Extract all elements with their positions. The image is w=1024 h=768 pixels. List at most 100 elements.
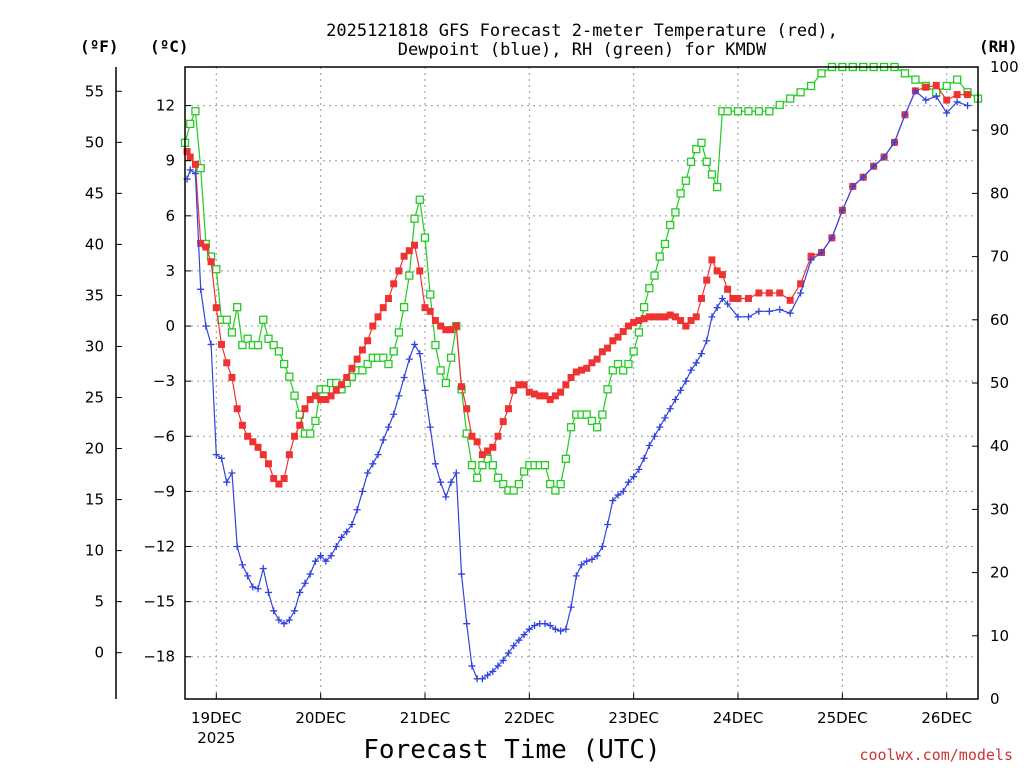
temperature-point: [609, 337, 617, 345]
dewpoint-point: [233, 543, 241, 551]
rh-point: [227, 328, 237, 337]
dewpoint-point: [332, 543, 340, 551]
dewpoint-point: [614, 491, 622, 499]
rh-point: [420, 233, 430, 242]
dewpoint-point: [494, 662, 502, 670]
dewpoint-point: [891, 138, 899, 146]
rh-tick-label: 50: [990, 374, 1009, 392]
temperature-point: [395, 267, 403, 275]
dewpoint-point: [671, 396, 679, 404]
temperature-point: [765, 289, 773, 297]
temperature-point: [358, 346, 366, 354]
chart-title: 2025121818 GFS Forecast 2-meter Temperat…: [326, 21, 838, 41]
temperature-point: [223, 359, 231, 367]
dewpoint-point: [379, 436, 387, 444]
temperature-point: [697, 294, 705, 302]
rh-point: [363, 359, 372, 369]
temperature-point: [212, 304, 220, 312]
dewpoint-point: [640, 454, 648, 462]
dewpoint-point: [541, 620, 549, 628]
rh-tick-label: 90: [990, 121, 1009, 139]
dewpoint-point: [197, 285, 205, 293]
dewpoint-point: [484, 671, 492, 679]
temperature-point: [426, 307, 434, 315]
dewpoint-point: [291, 607, 299, 615]
rh-point: [519, 467, 529, 476]
dewpoint-point: [619, 487, 627, 495]
celsius-unit-label: (ºC): [150, 37, 189, 56]
dewpoint-point: [421, 386, 429, 394]
temperature-point: [943, 96, 951, 104]
temperature-point: [776, 289, 784, 297]
dewpoint-point: [838, 206, 846, 214]
rh-point: [692, 145, 701, 154]
rh-point: [660, 239, 670, 249]
chart-subtitle: Dewpoint (blue), RH (green) for KMDW: [398, 40, 767, 60]
rh-point: [702, 157, 711, 166]
dewpoint-point: [348, 520, 356, 528]
fahrenheit-tick-label: 45: [85, 184, 104, 202]
rh-point: [426, 290, 435, 299]
temperature-point: [384, 294, 392, 302]
rh-point: [619, 366, 628, 375]
dewpoint-point: [677, 386, 685, 394]
time-tick-label: 19DEC: [191, 709, 242, 727]
dewpoint-point: [807, 256, 815, 264]
temperature-point: [301, 405, 309, 413]
celsius-tick-label: 12: [156, 97, 175, 115]
time-tick-label: 20DEC: [295, 709, 346, 727]
rh-point: [645, 284, 654, 293]
rh-point: [196, 163, 205, 173]
rh-unit-label: (RH): [979, 37, 1018, 56]
dewpoint-point: [943, 109, 951, 117]
temperature-point: [322, 396, 330, 404]
rh-point: [900, 69, 910, 78]
rh-point: [384, 359, 393, 369]
dewpoint-point: [515, 636, 523, 644]
dewpoint-point: [567, 603, 575, 611]
dewpoint-point: [207, 340, 215, 348]
dewpoint-point: [734, 313, 742, 321]
dewpoint-point: [317, 552, 325, 560]
dewpoint-point: [703, 337, 711, 345]
temperature-point: [348, 364, 356, 372]
rh-point: [540, 461, 550, 470]
fahrenheit-tick-label: 40: [85, 235, 104, 253]
dewpoint-point: [598, 543, 606, 551]
rh-point: [686, 157, 696, 166]
dewpoint-point: [765, 307, 773, 315]
rh-tick-label: 70: [990, 248, 1009, 266]
dewpoint-point: [531, 622, 539, 630]
rh-point: [707, 170, 717, 179]
temperature-point: [614, 333, 622, 341]
dewpoint-point: [395, 392, 403, 400]
rh-point: [603, 385, 612, 394]
plot-frame: [184, 66, 979, 700]
dewpoint-point: [452, 469, 460, 477]
rh-point: [566, 423, 576, 432]
rh-point: [650, 271, 659, 280]
rh-point: [666, 220, 675, 230]
dewpoint-point: [212, 451, 220, 459]
temperature-point: [431, 317, 439, 325]
temperature-point: [953, 91, 961, 99]
dewpoint-point: [859, 173, 867, 181]
rh-point: [415, 195, 424, 204]
temperature-point: [593, 355, 601, 363]
dewpoint-point: [546, 622, 554, 630]
rh-point: [676, 189, 685, 198]
temperature-point: [343, 373, 351, 381]
temperature-point: [718, 271, 726, 279]
dewpoint-point: [776, 306, 784, 314]
rh-point: [613, 359, 623, 369]
dewpoint-point: [609, 497, 617, 505]
rh-tick-label: 10: [990, 627, 1009, 645]
dewpoint-point: [463, 620, 471, 628]
dewpoint-point: [562, 625, 570, 633]
dewpoint-point: [901, 111, 909, 119]
temperature-point: [442, 326, 450, 334]
dewpoint-point: [447, 478, 455, 486]
credit-watermark: coolwx.com/models: [859, 746, 1013, 764]
rh-point: [191, 107, 200, 116]
